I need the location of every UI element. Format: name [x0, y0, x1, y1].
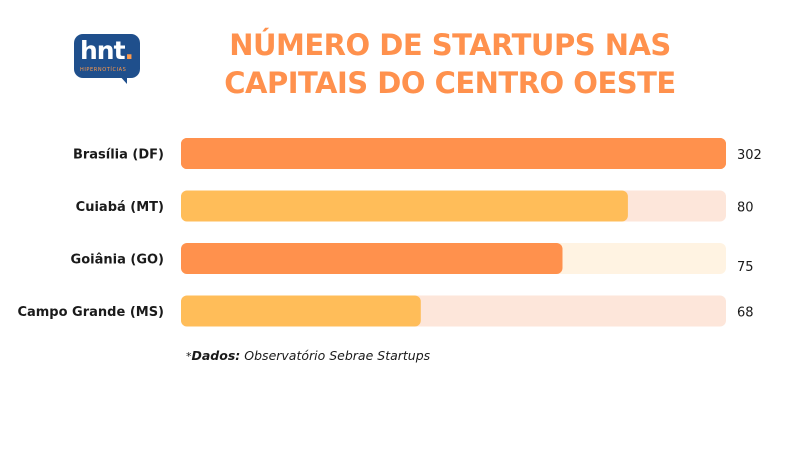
- value-label: 75: [737, 260, 754, 275]
- bar: [181, 190, 628, 222]
- source-lead: Dados:: [191, 348, 241, 363]
- bar: [181, 295, 421, 327]
- bar: [181, 138, 726, 169]
- value-label: 302: [737, 148, 762, 163]
- source-star: *: [186, 350, 192, 363]
- logo-word: hnt: [80, 36, 126, 65]
- logo-speech-tail: [118, 74, 127, 84]
- category-label: Brasília (DF): [73, 148, 164, 163]
- logo-badge: [74, 34, 140, 78]
- category-label: Goiânia (GO): [71, 253, 164, 268]
- logo-subtitle: HIPERNOTÍCIAS: [80, 67, 127, 73]
- category-label: Campo Grande (MS): [17, 305, 164, 320]
- bar: [181, 243, 563, 274]
- logo-wordmark: hnt.: [80, 36, 140, 66]
- source-text: Observatório Sebrae Startups: [244, 348, 431, 363]
- source-note: *Dados: Observatório Sebrae Startups: [186, 348, 430, 363]
- category-label: Cuiabá (MT): [76, 200, 164, 215]
- chart-title: NÚMERO DE STARTUPS NAS CAPITAIS DO CENTR…: [224, 28, 676, 100]
- value-label: 68: [737, 306, 754, 321]
- logo-dot: .: [124, 36, 134, 65]
- value-label: 80: [737, 201, 754, 216]
